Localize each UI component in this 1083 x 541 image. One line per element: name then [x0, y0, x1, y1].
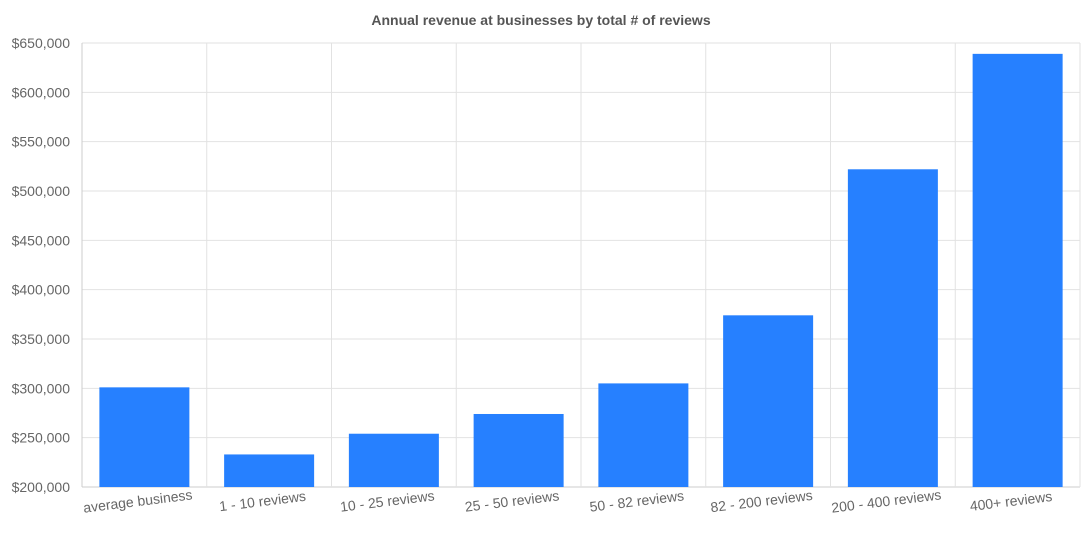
- x-tick-label: 400+ reviews: [969, 488, 1053, 514]
- x-axis: average business 1 - 10 reviews 10 - 25 re…: [82, 486, 1053, 515]
- bar: [474, 414, 564, 487]
- x-tick-label: 82 - 200 reviews: [710, 487, 814, 515]
- x-tick-label: 10 - 25 reviews: [339, 487, 435, 514]
- bar: [598, 383, 688, 487]
- chart-title: Annual revenue at businesses by total # …: [371, 12, 710, 28]
- y-tick-label: $200,000: [12, 479, 71, 495]
- y-tick-label: $500,000: [12, 183, 71, 199]
- y-tick-label: $250,000: [12, 430, 71, 446]
- x-tick-label: 1 - 10 reviews: [218, 488, 306, 515]
- y-tick-label: $550,000: [12, 134, 71, 150]
- y-tick-label: $350,000: [12, 331, 71, 347]
- y-tick-label: $650,000: [12, 35, 71, 51]
- bar: [224, 454, 314, 487]
- x-tick-label: 50 - 82 reviews: [589, 487, 685, 514]
- x-tick-label: 25 - 50 reviews: [464, 487, 560, 514]
- y-tick-label: $300,000: [12, 380, 71, 396]
- y-axis: $200,000 $250,000 $300,000 $350,000 $400,000…: [12, 35, 71, 495]
- bar: [723, 315, 813, 487]
- y-tick-label: $600,000: [12, 84, 71, 100]
- x-tick-label: 200 - 400 reviews: [830, 486, 942, 515]
- y-tick-label: $450,000: [12, 232, 71, 248]
- bar: [848, 169, 938, 487]
- bar: [973, 54, 1063, 487]
- x-tick-label: average business: [82, 486, 193, 515]
- bar: [99, 387, 189, 487]
- y-tick-label: $400,000: [12, 282, 71, 298]
- bar: [349, 434, 439, 487]
